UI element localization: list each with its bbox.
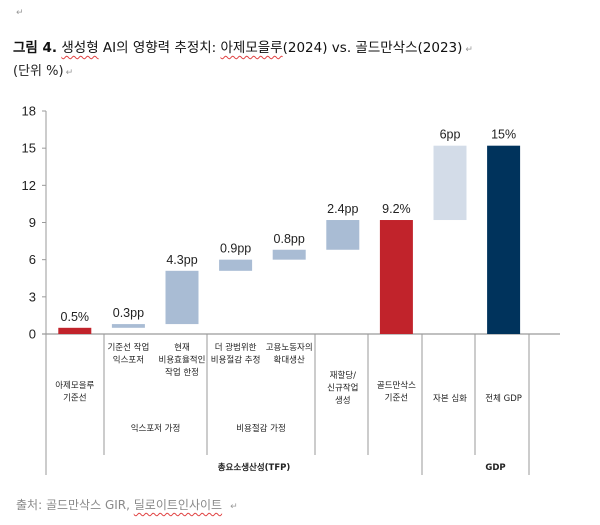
bar — [58, 327, 92, 334]
bar — [219, 259, 253, 271]
category-label: 자본 심화 — [433, 393, 467, 404]
bars — [58, 145, 521, 334]
y-tick-label: 6 — [29, 252, 36, 267]
category-label-line: 아제모을루 — [55, 380, 94, 391]
category-label-line: 비용효율적인 — [159, 355, 206, 366]
bar — [165, 270, 199, 325]
group-label: GDP — [485, 463, 505, 473]
bar — [433, 145, 467, 221]
y-tick-label: 15 — [22, 141, 36, 156]
paragraph-mark: ↵ — [16, 8, 24, 18]
bar-value-label: 0.5% — [61, 310, 90, 324]
title-word-1: 생성형 — [61, 40, 99, 56]
category-label-line: 기준선 — [385, 394, 408, 404]
paragraph-mark: ↵ — [230, 502, 238, 512]
category-label-line: 골드만삭스 — [377, 380, 416, 391]
bar-value-label: 2.4pp — [327, 202, 358, 216]
waterfall-chart: 0 3 6 9 12 15 18 0.5% 0.3pp 4.3pp 0.9pp 0.8pp 2.4pp… — [22, 104, 560, 475]
y-tick-label: 3 — [29, 289, 36, 304]
bar-value-label: 0.8pp — [274, 232, 305, 246]
unit-label: (단위 %) ↵ — [13, 60, 73, 79]
y-tick-label: 9 — [29, 215, 36, 230]
category-label-line: 고용노동자의 — [266, 342, 313, 353]
group-label: 비용절감 가정 — [236, 423, 286, 434]
category-label-line: 작업 한정 — [165, 367, 199, 378]
source-word: 딜로이트인사이트 — [133, 498, 223, 512]
bar-value-label: 0.3pp — [113, 306, 144, 320]
title-suffix: (2024) vs. 골드만삭스(2023) — [282, 40, 463, 56]
bar-value-label: 9.2% — [382, 202, 411, 216]
group-label: 총요소생산성(TFP) — [218, 462, 291, 473]
unit-text: (단위 %) — [13, 64, 64, 79]
category-label-line: 재할당/ — [330, 370, 356, 381]
bar — [326, 220, 360, 250]
category-label: 전체 GDP — [485, 393, 522, 404]
title-mid: AI의 영향력 추정치: — [98, 40, 221, 56]
paragraph-mark: ↵ — [65, 68, 74, 78]
category-label-line: 신규작업 — [327, 383, 358, 394]
category-label-line: 확대생산 — [274, 355, 305, 366]
group-label: 익스포저 가정 — [131, 423, 181, 434]
bar — [379, 220, 413, 334]
category-label-line: 익스포저 — [113, 355, 144, 366]
figure-title: 그림 4. 생성형 AI의 영향력 추정치: 아제모을루(2024) vs. 골… — [13, 36, 473, 56]
category-label-line: 현재 — [174, 343, 190, 353]
category-label-line: 자본 심화 — [433, 393, 467, 404]
bar-value-label: 0.9pp — [220, 242, 251, 256]
bar-value-label: 6pp — [440, 128, 461, 142]
bar — [272, 249, 306, 260]
source-prefix: 출처: 골드만삭스 GIR, — [16, 498, 134, 512]
category-label: 재할당/신규작업 생성 — [327, 370, 358, 406]
category-label-line: 전체 GDP — [485, 393, 522, 404]
bar — [487, 145, 521, 334]
bar-value-label: 15% — [491, 128, 516, 142]
y-tick-label: 0 — [29, 327, 36, 342]
paragraph-mark: ↵ — [465, 45, 473, 55]
source-note: 출처: 골드만삭스 GIR, 딜로이트인사이트 ↵ — [16, 496, 238, 513]
category-label-line: 기준선 작업 — [107, 342, 149, 353]
category-label-line: 비용절감 추정 — [211, 355, 261, 366]
y-axis: 0 3 6 9 12 15 18 — [22, 104, 560, 342]
title-word-2: 아제모을루 — [220, 40, 283, 56]
bar — [111, 324, 145, 328]
category-label-line: 기준선 — [63, 394, 86, 404]
bar-value-label: 4.3pp — [166, 253, 197, 267]
figure-number: 그림 4. — [13, 40, 58, 56]
y-tick-label: 18 — [22, 104, 36, 119]
category-label-line: 생성 — [335, 395, 351, 406]
y-tick-label: 12 — [22, 178, 36, 193]
category-label-line: 더 광범위한 — [215, 342, 257, 353]
bar-labels: 0.5% 0.3pp 4.3pp 0.9pp 0.8pp 2.4pp 9.2% 6pp 15% — [61, 128, 517, 324]
